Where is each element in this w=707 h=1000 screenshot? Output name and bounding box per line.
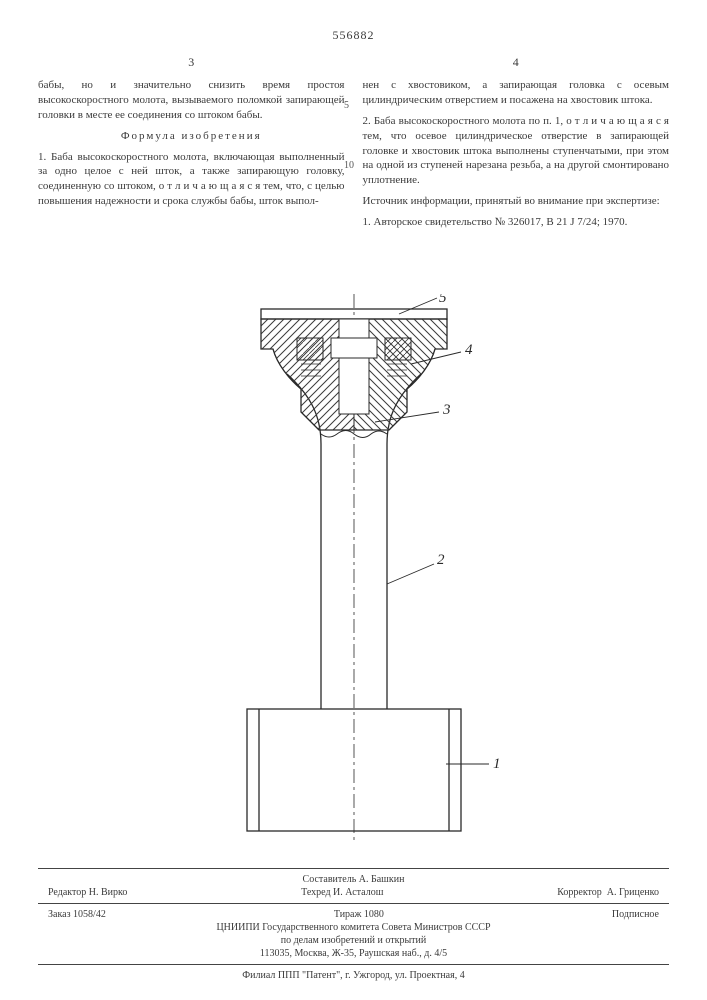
footer-addr: 113035, Москва, Ж-35, Раушская наб., д. … [38, 947, 669, 960]
footer-compiler: Составитель А. Башкин [48, 873, 659, 886]
fig-label-2: 2 [437, 552, 445, 568]
fig-label-1: 1 [493, 756, 501, 772]
col-num-right: 4 [363, 54, 670, 70]
footer-techred: Техред И. Асталош [127, 886, 557, 899]
fig-label-3: 3 [442, 402, 451, 418]
right-p3: Источник информации, принятый во внимани… [363, 194, 670, 209]
patent-figure: 1 2 3 4 5 [189, 294, 519, 844]
footer-sign: Подписное [612, 908, 659, 921]
col-num-left: 3 [38, 54, 345, 70]
right-p2: 2. Баба высокоскоростного молота по п. 1… [363, 114, 670, 188]
footer-corrector-lbl: Корректор [557, 887, 602, 898]
footer-org2: по делам изобретений и открытий [38, 934, 669, 947]
fig-label-4: 4 [465, 342, 473, 358]
formula-title: Формула изобретения [38, 129, 345, 144]
left-column: 3 бабы, но и значительно снизить время п… [38, 54, 345, 236]
text-columns: 3 бабы, но и значительно снизить время п… [38, 54, 669, 236]
footer-editor-lbl: Редактор [48, 887, 86, 898]
footer: Составитель А. Башкин Редактор Н. Вирко … [38, 864, 669, 982]
footer-corrector: А. Гриценко [607, 887, 659, 898]
right-p4: 1. Авторское свидетельство № 326017, В 2… [363, 215, 670, 230]
line-marker-5: 5 [344, 100, 349, 111]
footer-tirazh: Тираж 1080 [106, 908, 612, 921]
line-marker-10: 10 [344, 160, 354, 171]
left-p2: 1. Баба высокоскоростного молота, включа… [38, 150, 345, 209]
left-p1: бабы, но и значительно снизить время про… [38, 78, 345, 123]
footer-filial: Филиал ППП "Патент", г. Ужгород, ул. Про… [38, 969, 669, 982]
footer-order: Заказ 1058/42 [48, 908, 106, 921]
right-column: 4 нен с хвостовиком, а запирающая головк… [363, 54, 670, 236]
right-p1: нен с хвостовиком, а запирающая головка … [363, 78, 670, 108]
doc-number: 556882 [333, 28, 375, 43]
fig-label-5: 5 [439, 294, 447, 306]
footer-org1: ЦНИИПИ Государственного комитета Совета … [38, 921, 669, 934]
footer-editor: Н. Вирко [89, 887, 128, 898]
